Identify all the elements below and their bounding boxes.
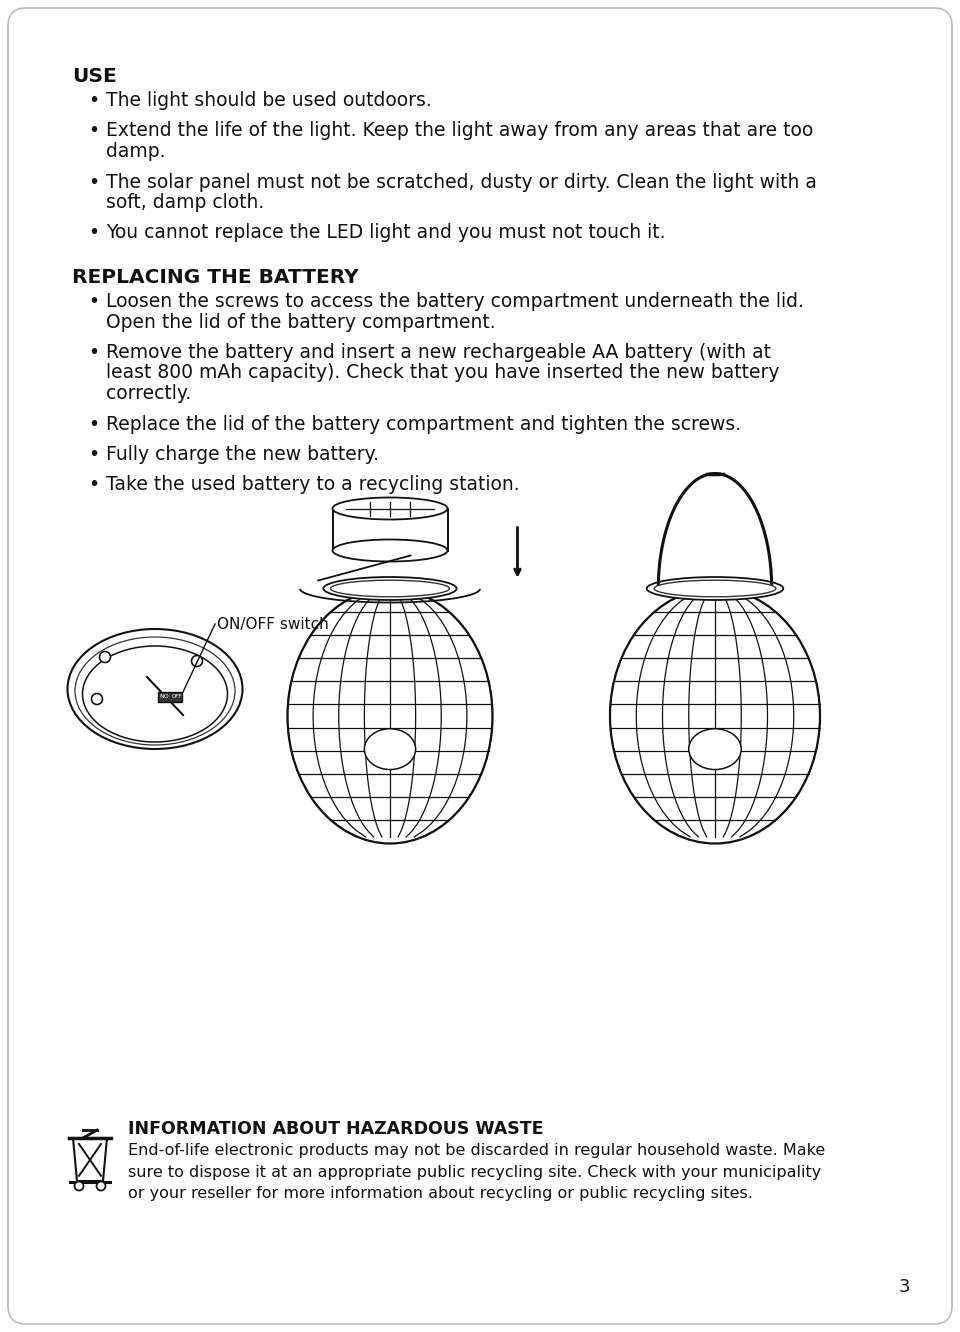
- Ellipse shape: [688, 729, 741, 770]
- Text: •: •: [88, 445, 99, 464]
- Text: correctly.: correctly.: [106, 384, 191, 404]
- Text: least 800 mAh capacity). Check that you have inserted the new battery: least 800 mAh capacity). Check that you …: [106, 364, 780, 382]
- Ellipse shape: [83, 646, 228, 742]
- Ellipse shape: [647, 577, 783, 599]
- Circle shape: [100, 651, 110, 662]
- Text: Replace the lid of the battery compartment and tighten the screws.: Replace the lid of the battery compartme…: [106, 414, 741, 433]
- Text: You cannot replace the LED light and you must not touch it.: You cannot replace the LED light and you…: [106, 224, 665, 242]
- Text: Open the lid of the battery compartment.: Open the lid of the battery compartment.: [106, 313, 495, 332]
- Ellipse shape: [67, 629, 243, 749]
- Text: •: •: [88, 224, 99, 242]
- Text: USE: USE: [72, 67, 117, 87]
- Circle shape: [75, 1181, 84, 1191]
- Circle shape: [91, 694, 103, 705]
- Text: •: •: [88, 344, 99, 362]
- Text: •: •: [88, 173, 99, 192]
- Text: •: •: [88, 91, 99, 111]
- Text: damp.: damp.: [106, 143, 165, 161]
- Ellipse shape: [654, 581, 776, 597]
- Text: The light should be used outdoors.: The light should be used outdoors.: [106, 91, 432, 111]
- Text: •: •: [88, 292, 99, 310]
- Text: Remove the battery and insert a new rechargeable AA battery (with at: Remove the battery and insert a new rech…: [106, 344, 771, 362]
- Text: •: •: [88, 414, 99, 433]
- Text: •: •: [88, 121, 99, 140]
- Text: Fully charge the new battery.: Fully charge the new battery.: [106, 445, 379, 464]
- Text: REPLACING THE BATTERY: REPLACING THE BATTERY: [72, 268, 359, 286]
- Text: INFORMATION ABOUT HAZARDOUS WASTE: INFORMATION ABOUT HAZARDOUS WASTE: [128, 1120, 543, 1138]
- Ellipse shape: [75, 637, 235, 745]
- Text: Extend the life of the light. Keep the light away from any areas that are too: Extend the life of the light. Keep the l…: [106, 121, 813, 140]
- Ellipse shape: [324, 577, 457, 599]
- Bar: [158, 693, 182, 702]
- Text: soft, damp cloth.: soft, damp cloth.: [106, 193, 264, 212]
- Circle shape: [191, 655, 203, 666]
- Circle shape: [97, 1181, 106, 1191]
- Ellipse shape: [287, 589, 492, 843]
- Ellipse shape: [332, 539, 447, 562]
- Polygon shape: [73, 1138, 107, 1181]
- Text: End-of-life electronic products may not be discarded in regular household waste.: End-of-life electronic products may not …: [128, 1143, 826, 1201]
- Text: NO: NO: [159, 694, 169, 699]
- FancyBboxPatch shape: [8, 8, 952, 1324]
- Text: 3: 3: [899, 1277, 910, 1296]
- Ellipse shape: [332, 497, 447, 519]
- Text: •: •: [88, 476, 99, 494]
- Text: The solar panel must not be scratched, dusty or dirty. Clean the light with a: The solar panel must not be scratched, d…: [106, 173, 817, 192]
- Ellipse shape: [610, 589, 820, 843]
- Text: OFF: OFF: [172, 694, 182, 699]
- Text: ON/OFF switch: ON/OFF switch: [217, 617, 328, 631]
- Ellipse shape: [330, 581, 449, 597]
- Text: Loosen the screws to access the battery compartment underneath the lid.: Loosen the screws to access the battery …: [106, 292, 804, 310]
- Text: Take the used battery to a recycling station.: Take the used battery to a recycling sta…: [106, 476, 519, 494]
- Ellipse shape: [365, 729, 416, 770]
